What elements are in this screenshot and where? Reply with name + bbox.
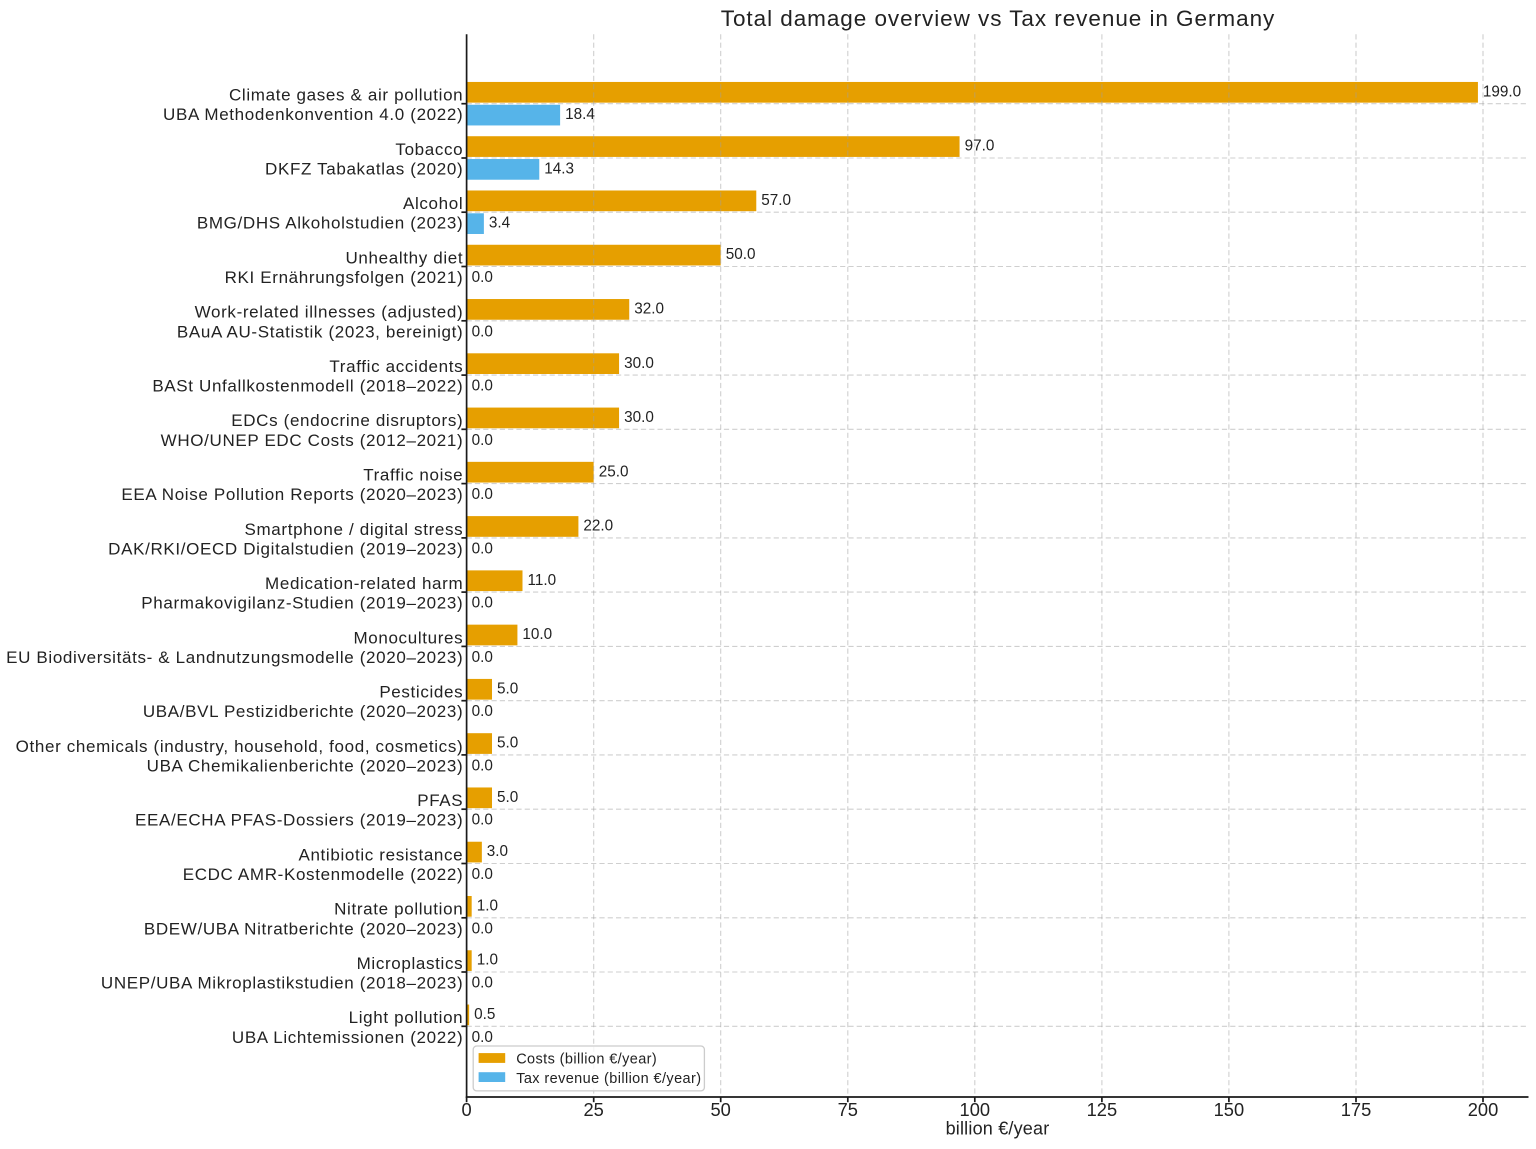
svg-text:0.0: 0.0	[472, 649, 493, 666]
svg-text:0.0: 0.0	[472, 920, 493, 937]
svg-text:0.0: 0.0	[472, 595, 493, 612]
svg-text:Traffic accidents: Traffic accidents	[329, 357, 463, 376]
svg-text:200: 200	[1468, 1099, 1499, 1120]
svg-text:175: 175	[1341, 1099, 1372, 1120]
svg-text:RKI Ernährungsfolgen (2021): RKI Ernährungsfolgen (2021)	[225, 268, 464, 287]
svg-text:0.0: 0.0	[472, 378, 493, 395]
svg-text:14.3: 14.3	[544, 161, 574, 178]
svg-text:0.0: 0.0	[472, 486, 493, 503]
svg-text:Alcohol: Alcohol	[403, 194, 463, 213]
svg-text:Antibiotic resistance: Antibiotic resistance	[298, 845, 463, 864]
svg-text:BAuA AU-Statistik (2023, berei: BAuA AU-Statistik (2023, bereinigt)	[177, 322, 463, 341]
svg-text:97.0: 97.0	[965, 138, 995, 155]
svg-text:0.0: 0.0	[472, 432, 493, 449]
svg-text:BMG/DHS Alkoholstudien (2023): BMG/DHS Alkoholstudien (2023)	[197, 214, 463, 233]
svg-text:0.0: 0.0	[472, 1029, 493, 1046]
svg-text:0.0: 0.0	[472, 323, 493, 340]
svg-text:0.0: 0.0	[472, 866, 493, 883]
svg-text:50: 50	[711, 1099, 731, 1120]
svg-text:30.0: 30.0	[624, 409, 654, 426]
svg-text:Work-related illnesses (adjust: Work-related illnesses (adjusted)	[195, 303, 464, 322]
svg-text:EDCs (endocrine disruptors): EDCs (endocrine disruptors)	[231, 411, 463, 430]
svg-text:0.0: 0.0	[472, 269, 493, 286]
svg-text:0.0: 0.0	[472, 757, 493, 774]
svg-text:199.0: 199.0	[1483, 83, 1521, 100]
svg-text:150: 150	[1214, 1099, 1245, 1120]
svg-text:22.0: 22.0	[583, 518, 613, 535]
svg-text:30.0: 30.0	[624, 355, 654, 372]
svg-text:Monocultures: Monocultures	[353, 628, 463, 647]
svg-text:0: 0	[462, 1099, 472, 1120]
svg-text:EU Biodiversitäts- & Landnutzu: EU Biodiversitäts- & Landnutzungsmodelle…	[6, 648, 463, 667]
svg-text:1.0: 1.0	[477, 898, 498, 915]
svg-text:WHO/UNEP EDC Costs (2012–2021): WHO/UNEP EDC Costs (2012–2021)	[161, 431, 464, 450]
svg-text:DAK/RKI/OECD Digitalstudien (2: DAK/RKI/OECD Digitalstudien (2019–2023)	[108, 539, 463, 558]
svg-text:UBA Chemikalienberichte (2020–: UBA Chemikalienberichte (2020–2023)	[147, 756, 464, 775]
svg-text:125: 125	[1087, 1099, 1118, 1120]
svg-text:BDEW/UBA Nitratberichte (2020–: BDEW/UBA Nitratberichte (2020–2023)	[144, 919, 463, 938]
svg-text:BASt Unfallkostenmodell (2018–: BASt Unfallkostenmodell (2018–2022)	[152, 377, 463, 396]
svg-text:5.0: 5.0	[497, 680, 518, 697]
svg-text:Medication-related harm: Medication-related harm	[265, 574, 463, 593]
svg-text:Microplastics: Microplastics	[357, 954, 464, 973]
svg-text:EEA Noise Pollution Reports (2: EEA Noise Pollution Reports (2020–2023)	[121, 485, 463, 504]
svg-text:25.0: 25.0	[599, 463, 629, 480]
svg-text:57.0: 57.0	[761, 192, 791, 209]
svg-text:10.0: 10.0	[522, 626, 552, 643]
svg-text:Tax revenue (billion €/year): Tax revenue (billion €/year)	[516, 1071, 701, 1087]
svg-text:100: 100	[960, 1099, 991, 1120]
svg-text:0.0: 0.0	[472, 540, 493, 557]
svg-text:Nitrate pollution: Nitrate pollution	[334, 900, 463, 919]
svg-text:ECDC AMR-Kostenmodelle (2022): ECDC AMR-Kostenmodelle (2022)	[183, 865, 464, 884]
svg-text:UBA/BVL Pestizidberichte (2020: UBA/BVL Pestizidberichte (2020–2023)	[143, 702, 463, 721]
svg-text:Pharmakovigilanz-Studien (2019: Pharmakovigilanz-Studien (2019–2023)	[141, 594, 463, 613]
svg-text:3.0: 3.0	[487, 843, 508, 860]
svg-text:5.0: 5.0	[497, 789, 518, 806]
svg-text:11.0: 11.0	[528, 572, 557, 589]
svg-text:Climate gases & air pollution: Climate gases & air pollution	[229, 86, 463, 105]
svg-text:UBA Lichtemissionen (2022): UBA Lichtemissionen (2022)	[232, 1028, 463, 1047]
svg-text:32.0: 32.0	[634, 301, 664, 318]
svg-text:Other chemicals (industry, hou: Other chemicals (industry, household, fo…	[16, 737, 464, 756]
svg-text:25: 25	[584, 1099, 604, 1120]
svg-text:Total damage overview vs Tax r: Total damage overview vs Tax revenue in …	[721, 6, 1275, 31]
svg-text:0.5: 0.5	[474, 1006, 495, 1023]
svg-text:50.0: 50.0	[726, 246, 756, 263]
svg-text:billion €/year: billion €/year	[946, 1119, 1050, 1139]
svg-text:1.0: 1.0	[477, 952, 498, 969]
svg-text:Unhealthy diet: Unhealthy diet	[346, 248, 464, 267]
svg-text:0.0: 0.0	[472, 703, 493, 720]
svg-text:Tobacco: Tobacco	[395, 140, 463, 159]
svg-text:Traffic noise: Traffic noise	[363, 466, 463, 485]
svg-text:EEA/ECHA PFAS-Dossiers (2019–2: EEA/ECHA PFAS-Dossiers (2019–2023)	[135, 811, 463, 830]
svg-text:DKFZ Tabakatlas (2020): DKFZ Tabakatlas (2020)	[265, 160, 463, 179]
svg-text:Pesticides: Pesticides	[379, 683, 463, 702]
svg-text:0.0: 0.0	[472, 975, 493, 992]
svg-text:Costs (billion €/year): Costs (billion €/year)	[516, 1052, 657, 1068]
svg-text:18.4: 18.4	[565, 106, 595, 123]
svg-text:UBA Methodenkonvention 4.0 (20: UBA Methodenkonvention 4.0 (2022)	[163, 105, 463, 124]
svg-text:PFAS: PFAS	[417, 791, 463, 810]
svg-text:Light pollution: Light pollution	[349, 1008, 464, 1027]
svg-text:Smartphone / digital stress: Smartphone / digital stress	[244, 520, 463, 539]
svg-text:UNEP/UBA Mikroplastikstudien (: UNEP/UBA Mikroplastikstudien (2018–2023)	[101, 974, 463, 993]
svg-text:75: 75	[838, 1099, 858, 1120]
svg-text:5.0: 5.0	[497, 735, 518, 752]
svg-text:3.4: 3.4	[489, 215, 511, 232]
svg-text:0.0: 0.0	[472, 812, 493, 829]
